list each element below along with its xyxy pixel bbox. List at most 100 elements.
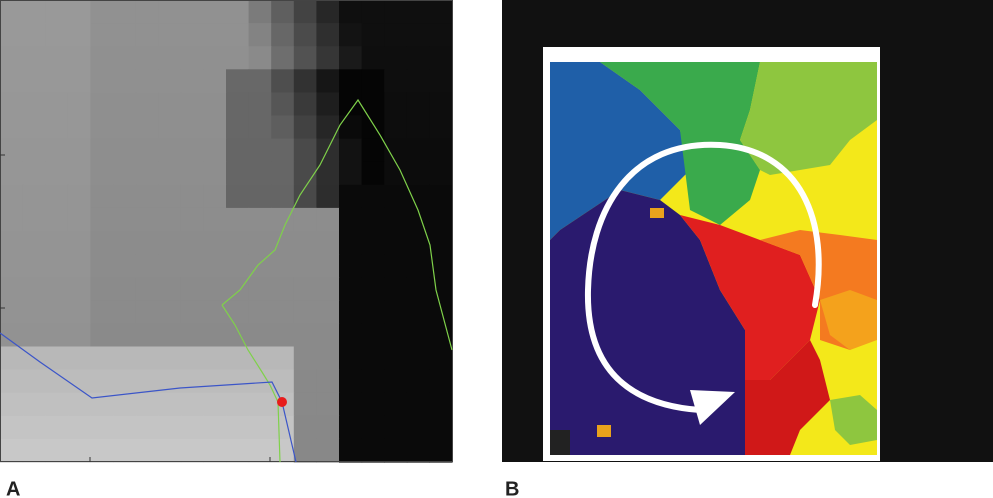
pixel (180, 92, 204, 117)
pixel (203, 231, 227, 255)
pixel (0, 184, 24, 209)
pixel (158, 138, 182, 163)
pixel (429, 369, 453, 394)
pixel (384, 323, 408, 348)
pixel (339, 207, 363, 232)
pixel (158, 392, 182, 417)
pixel (22, 23, 46, 47)
pixel (90, 392, 114, 417)
pixel (271, 254, 295, 278)
panel-a-frame (0, 0, 453, 462)
pixel (406, 46, 430, 70)
pixel (406, 69, 430, 93)
pixel (135, 254, 159, 278)
pixel (45, 300, 69, 324)
pixel (45, 231, 69, 255)
pixel (316, 438, 340, 463)
pixel (135, 161, 159, 186)
pixel (203, 23, 227, 47)
pixel (271, 92, 295, 117)
pixel (45, 69, 69, 93)
pixel (113, 92, 137, 117)
pixel (293, 323, 317, 348)
pixel (429, 46, 453, 70)
pixel (203, 69, 227, 93)
pixel (135, 415, 159, 440)
pixel (90, 115, 114, 140)
pixel (384, 69, 408, 93)
pixel (339, 184, 363, 209)
pixel (339, 369, 363, 394)
pixel (22, 392, 46, 417)
pixel (158, 323, 182, 348)
pixel (45, 46, 69, 70)
pixel (271, 323, 295, 348)
panel-a-ticks (0, 154, 271, 462)
pixel (248, 46, 272, 70)
pixel (293, 369, 317, 394)
pixel (90, 323, 114, 348)
pixel (429, 23, 453, 47)
pixel (22, 0, 46, 24)
pixel (203, 415, 227, 440)
pixel (361, 392, 385, 417)
pixel (226, 346, 250, 371)
pixel (135, 0, 159, 24)
pixel (45, 207, 69, 232)
pixel (0, 207, 24, 232)
pixel (429, 69, 453, 93)
pixel (226, 369, 250, 394)
pixel (339, 46, 363, 70)
pixel (180, 46, 204, 70)
pixel (203, 254, 227, 278)
pixel (67, 92, 91, 117)
pixel (135, 23, 159, 47)
pixel (271, 69, 295, 93)
pixel (361, 277, 385, 301)
pixel (271, 438, 295, 463)
pixel (90, 161, 114, 186)
pixel (226, 300, 250, 324)
pixel (22, 138, 46, 163)
pixel (90, 23, 114, 47)
pixel (0, 92, 24, 117)
pixel (406, 161, 430, 186)
pixel (158, 254, 182, 278)
pixel (293, 92, 317, 117)
pixel (22, 161, 46, 186)
pixel (406, 231, 430, 255)
pixel (0, 23, 24, 47)
pixel (45, 392, 69, 417)
pixel (429, 254, 453, 278)
pixel (248, 415, 272, 440)
pixel (384, 254, 408, 278)
pixel (339, 415, 363, 440)
pixel (271, 115, 295, 140)
pixel (384, 277, 408, 301)
pixel (316, 415, 340, 440)
pixel (226, 415, 250, 440)
pixel (429, 0, 453, 24)
pixel (226, 115, 250, 140)
pixel (406, 300, 430, 324)
pixel (339, 231, 363, 255)
pixel (406, 0, 430, 24)
pixel (226, 0, 250, 24)
pixel (339, 254, 363, 278)
pixel (22, 300, 46, 324)
pixel (22, 69, 46, 93)
pixel (316, 115, 340, 140)
pixel (90, 254, 114, 278)
pixel (67, 254, 91, 278)
pixel (226, 92, 250, 117)
pixel (158, 184, 182, 209)
pixel (406, 207, 430, 232)
pixel (248, 254, 272, 278)
pixel (90, 69, 114, 93)
pixel (113, 69, 137, 93)
pixel (113, 323, 137, 348)
pixel (429, 415, 453, 440)
pixel (406, 438, 430, 463)
pixel (361, 138, 385, 163)
red-marker (277, 397, 287, 407)
